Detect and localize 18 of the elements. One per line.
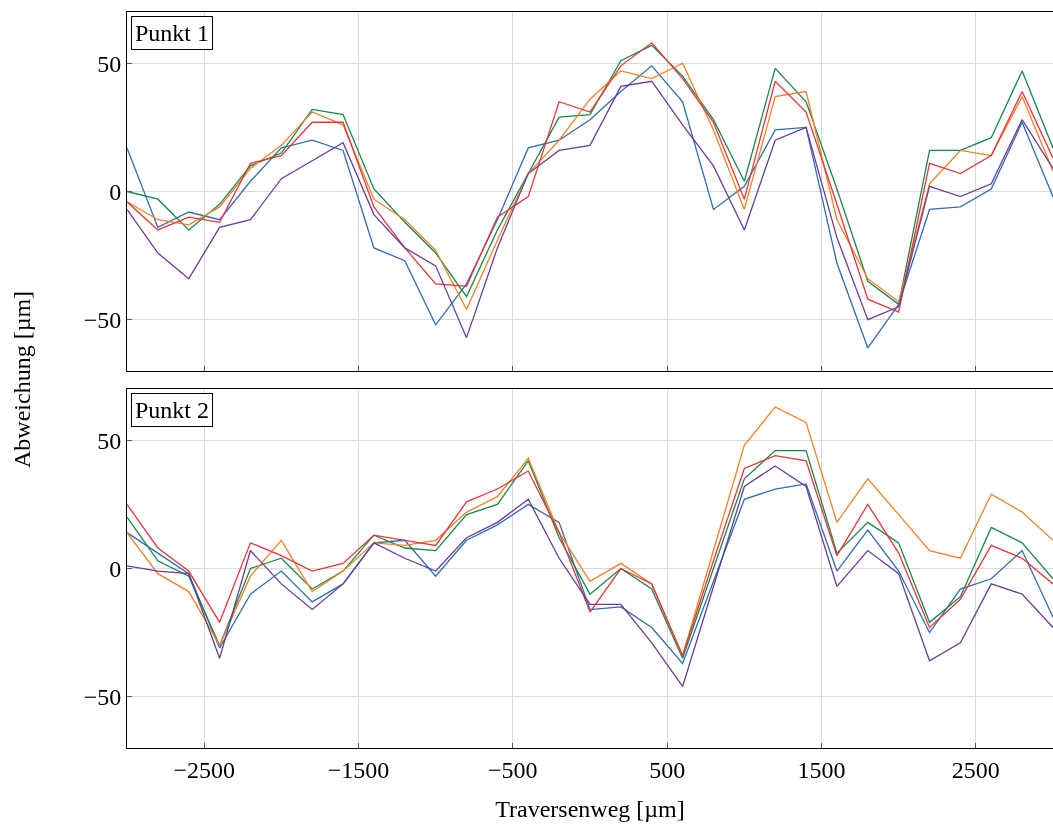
y-tick-label: 0: [109, 555, 122, 582]
x-tick-label: −2500: [173, 756, 235, 783]
x-axis-title: Traversenweg [µm]: [495, 796, 685, 823]
annotation: Punkt 2: [135, 397, 210, 423]
x-tick-label: 1500: [797, 756, 846, 783]
line-series: [127, 483, 1053, 665]
annotation: Punkt 1: [135, 20, 210, 46]
line-series: [127, 465, 1053, 688]
x-tick-label: 500: [649, 756, 686, 783]
y-tick-label: 50: [97, 50, 122, 77]
y-tick-label: 0: [109, 178, 122, 205]
y-tick-label: −50: [83, 684, 122, 711]
y-tick-label: −50: [83, 307, 122, 334]
y-axis-title: Abweichung [µm]: [9, 290, 35, 468]
x-tick-label: 2500: [951, 756, 1000, 783]
x-tick-label: −500: [488, 756, 538, 783]
x-tick-label: −1500: [327, 756, 390, 783]
y-tick-label: 50: [97, 427, 122, 454]
